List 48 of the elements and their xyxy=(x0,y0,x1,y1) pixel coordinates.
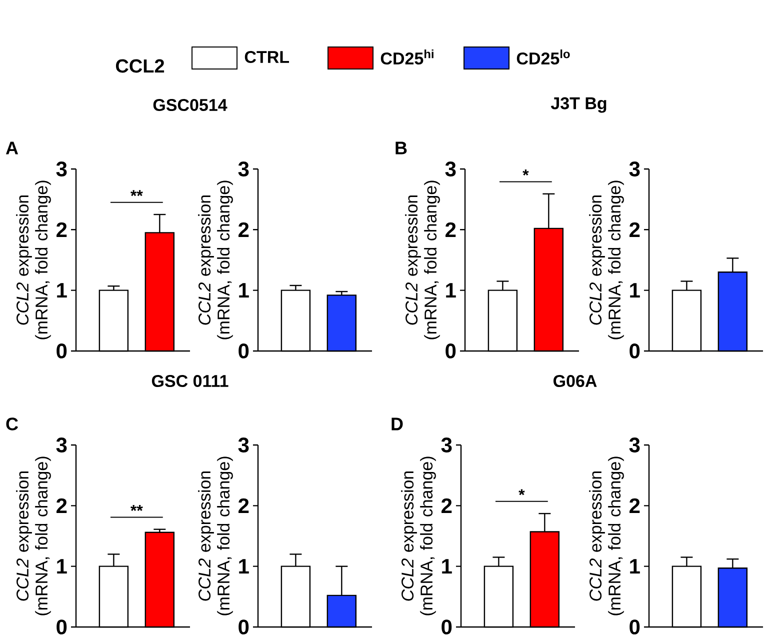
y-tick-label: 3 xyxy=(56,438,67,452)
y-tick-label: 1 xyxy=(442,559,452,574)
y-tick-label: 2 xyxy=(56,498,67,513)
text: D xyxy=(392,418,403,430)
y-tick-label: 0 xyxy=(56,344,67,358)
chart-title: GSC0514 xyxy=(153,98,228,112)
annotation: ** xyxy=(130,504,143,511)
annotation: * xyxy=(518,489,525,496)
annotation: ** xyxy=(130,190,143,196)
y-tick-label: 2 xyxy=(442,498,452,513)
category-label: CD25$^{hi}$ xyxy=(380,49,434,65)
y-tick-label: 2 xyxy=(630,222,640,237)
y-tick-label: 3 xyxy=(445,162,456,176)
y-tick-label: 1 xyxy=(239,283,249,298)
y-tick-label: 3 xyxy=(629,162,640,176)
y-tick-label: 1 xyxy=(446,283,456,298)
legend-title: CCL2 xyxy=(116,59,164,73)
chart-title: J3T Bg xyxy=(550,97,606,113)
text: B xyxy=(396,142,407,154)
y-tick-label: 2 xyxy=(630,498,640,513)
chart-title: GSC 0111 xyxy=(152,374,228,388)
y-tick-label: 3 xyxy=(56,162,67,176)
y-tick-label: 3 xyxy=(238,162,249,176)
y-tick-label: 2 xyxy=(446,222,456,237)
y-tick-label: 3 xyxy=(238,438,249,452)
chart-title: G06A xyxy=(553,374,597,388)
annotation: * xyxy=(522,170,529,176)
category-label: CD25$^{lo}$ xyxy=(516,49,570,65)
text: A xyxy=(6,142,18,154)
y-tick-label: 1 xyxy=(630,283,640,298)
y-tick-label: 0 xyxy=(238,344,249,358)
y-tick-label: 1 xyxy=(57,559,67,574)
y-tick-label: 0 xyxy=(442,620,452,634)
y-tick-label: 0 xyxy=(446,344,456,358)
y-tick-label: 0 xyxy=(56,620,67,634)
y-tick-label: 0 xyxy=(238,620,249,634)
y-tick-label: 3 xyxy=(629,438,640,452)
y-tick-label: 3 xyxy=(441,438,452,452)
y-tick-label: 1 xyxy=(630,559,640,574)
y-tick-label: 0 xyxy=(630,620,640,634)
y-tick-label: 2 xyxy=(238,498,249,513)
y-tick-label: 1 xyxy=(57,283,67,298)
y-tick-label: 1 xyxy=(239,559,249,574)
y-tick-label: 0 xyxy=(630,344,640,358)
category-label: CTRL xyxy=(244,50,290,64)
y-tick-label: 2 xyxy=(238,222,249,237)
text: C xyxy=(6,418,18,430)
y-tick-label: 2 xyxy=(56,222,67,237)
